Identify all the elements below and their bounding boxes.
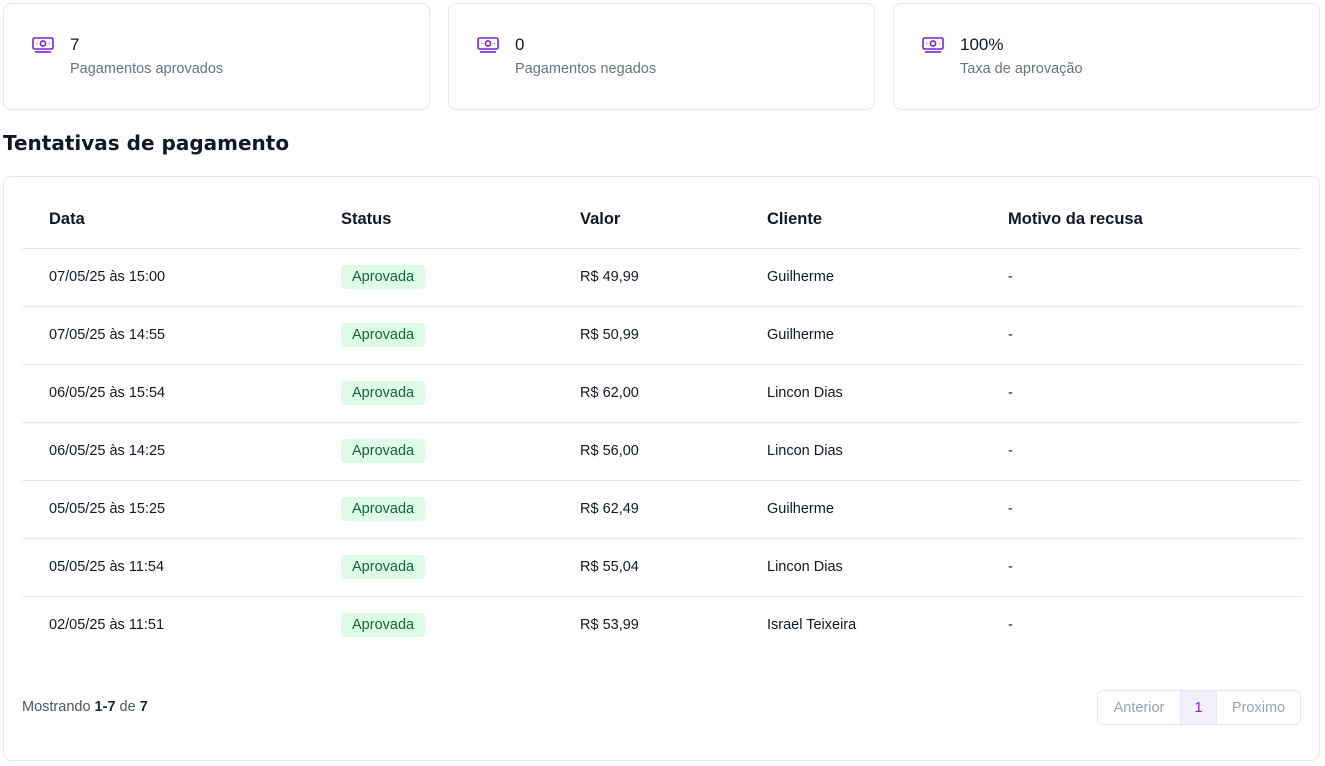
summary-prefix: Mostrando <box>22 699 91 715</box>
stat-label: Pagamentos aprovados <box>70 61 224 77</box>
cell-valor: R$ 62,49 <box>553 480 740 539</box>
column-header-status: Status <box>314 191 553 249</box>
cell-status: Aprovada <box>314 306 553 365</box>
payments-table: Data Status Valor Cliente Motivo da recu… <box>22 191 1302 654</box>
status-badge: Aprovada <box>341 555 426 579</box>
money-icon <box>476 33 500 57</box>
cell-valor: R$ 49,99 <box>553 248 740 307</box>
cell-data: 06/05/25 às 14:25 <box>22 422 314 481</box>
cell-cliente: Guilherme <box>740 480 981 539</box>
cell-data: 06/05/25 às 15:54 <box>22 364 314 423</box>
table-row: 06/05/25 às 15:54 Aprovada R$ 62,00 Linc… <box>22 364 1302 423</box>
cell-motivo: - <box>981 364 1302 423</box>
stat-card-denied: 0 Pagamentos negados <box>448 3 875 110</box>
section-title: Tentativas de pagamento <box>3 131 290 155</box>
summary-of: de <box>119 699 136 715</box>
stat-label: Taxa de aprovação <box>960 61 1083 77</box>
status-badge: Aprovada <box>341 439 426 463</box>
cell-data: 07/05/25 às 14:55 <box>22 306 314 365</box>
previous-page-button[interactable]: Anterior <box>1098 691 1181 724</box>
cell-motivo: - <box>981 538 1302 597</box>
cell-cliente: Lincon Dias <box>740 422 981 481</box>
cell-motivo: - <box>981 248 1302 307</box>
column-header-motivo: Motivo da recusa <box>981 191 1302 249</box>
cell-status: Aprovada <box>314 480 553 539</box>
stat-label: Pagamentos negados <box>515 61 657 77</box>
cell-cliente: Guilherme <box>740 248 981 307</box>
status-badge: Aprovada <box>341 497 426 521</box>
stat-value: 0 <box>515 35 525 54</box>
stats-row: 7 Pagamentos aprovados 0 Pagamentos nega… <box>3 3 1320 110</box>
money-icon <box>31 33 55 57</box>
table-row: 07/05/25 às 15:00 Aprovada R$ 49,99 Guil… <box>22 248 1302 307</box>
column-header-valor: Valor <box>553 191 740 249</box>
stat-card-approval-rate: 100% Taxa de aprovação <box>893 3 1320 110</box>
payments-table-card: Data Status Valor Cliente Motivo da recu… <box>3 176 1320 761</box>
cell-status: Aprovada <box>314 596 553 654</box>
cell-cliente: Israel Teixeira <box>767 617 857 634</box>
stat-value: 100% <box>960 35 1004 54</box>
table-row: 07/05/25 às 14:55 Aprovada R$ 50,99 Guil… <box>22 306 1302 365</box>
status-badge: Aprovada <box>341 265 426 289</box>
money-icon <box>921 33 945 57</box>
column-header-cliente: Cliente <box>740 191 981 249</box>
cell-data: 05/05/25 às 15:25 <box>22 480 314 539</box>
cell-data: 07/05/25 às 15:00 <box>22 248 314 307</box>
status-badge: Aprovada <box>341 613 426 638</box>
pagination: Anterior 1 Proximo <box>1097 690 1301 725</box>
cell-status: Aprovada <box>314 422 553 481</box>
table-row: 05/05/25 às 15:25 Aprovada R$ 62,49 Guil… <box>22 480 1302 539</box>
cell-status: Aprovada <box>314 538 553 597</box>
cell-motivo: - <box>1008 617 1013 634</box>
table-header-row: Data Status Valor Cliente Motivo da recu… <box>22 191 1302 249</box>
status-badge: Aprovada <box>341 381 426 405</box>
cell-motivo: - <box>981 480 1302 539</box>
page-1-button[interactable]: 1 <box>1181 691 1217 724</box>
cell-motivo: - <box>981 306 1302 365</box>
stat-card-approved: 7 Pagamentos aprovados <box>3 3 430 110</box>
column-header-data: Data <box>22 191 314 249</box>
next-page-button[interactable]: Proximo <box>1217 691 1300 724</box>
cell-valor: R$ 53,99 <box>580 617 639 634</box>
summary-range: 1-7 <box>94 699 116 715</box>
cell-data: 05/05/25 às 11:54 <box>22 538 314 597</box>
cell-cliente: Lincon Dias <box>740 538 981 597</box>
cell-status: Aprovada <box>314 248 553 307</box>
cell-cliente: Guilherme <box>740 306 981 365</box>
summary-total: 7 <box>139 699 148 715</box>
table-row: 06/05/25 às 14:25 Aprovada R$ 56,00 Linc… <box>22 422 1302 481</box>
table-row: 05/05/25 às 11:54 Aprovada R$ 55,04 Linc… <box>22 538 1302 597</box>
cell-valor: R$ 50,99 <box>553 306 740 365</box>
cell-status: Aprovada <box>314 364 553 423</box>
stat-value: 7 <box>70 35 80 54</box>
cell-data: 02/05/25 às 11:51 <box>49 617 165 634</box>
cell-valor: R$ 62,00 <box>553 364 740 423</box>
cell-cliente: Lincon Dias <box>740 364 981 423</box>
cell-motivo: - <box>981 422 1302 481</box>
cell-valor: R$ 55,04 <box>553 538 740 597</box>
table-row: 02/05/25 às 11:51 Aprovada R$ 53,99 Isra… <box>22 596 1302 654</box>
status-badge: Aprovada <box>341 323 426 347</box>
pagination-summary: Mostrando 1-7 de 7 <box>22 699 148 715</box>
cell-valor: R$ 56,00 <box>553 422 740 481</box>
